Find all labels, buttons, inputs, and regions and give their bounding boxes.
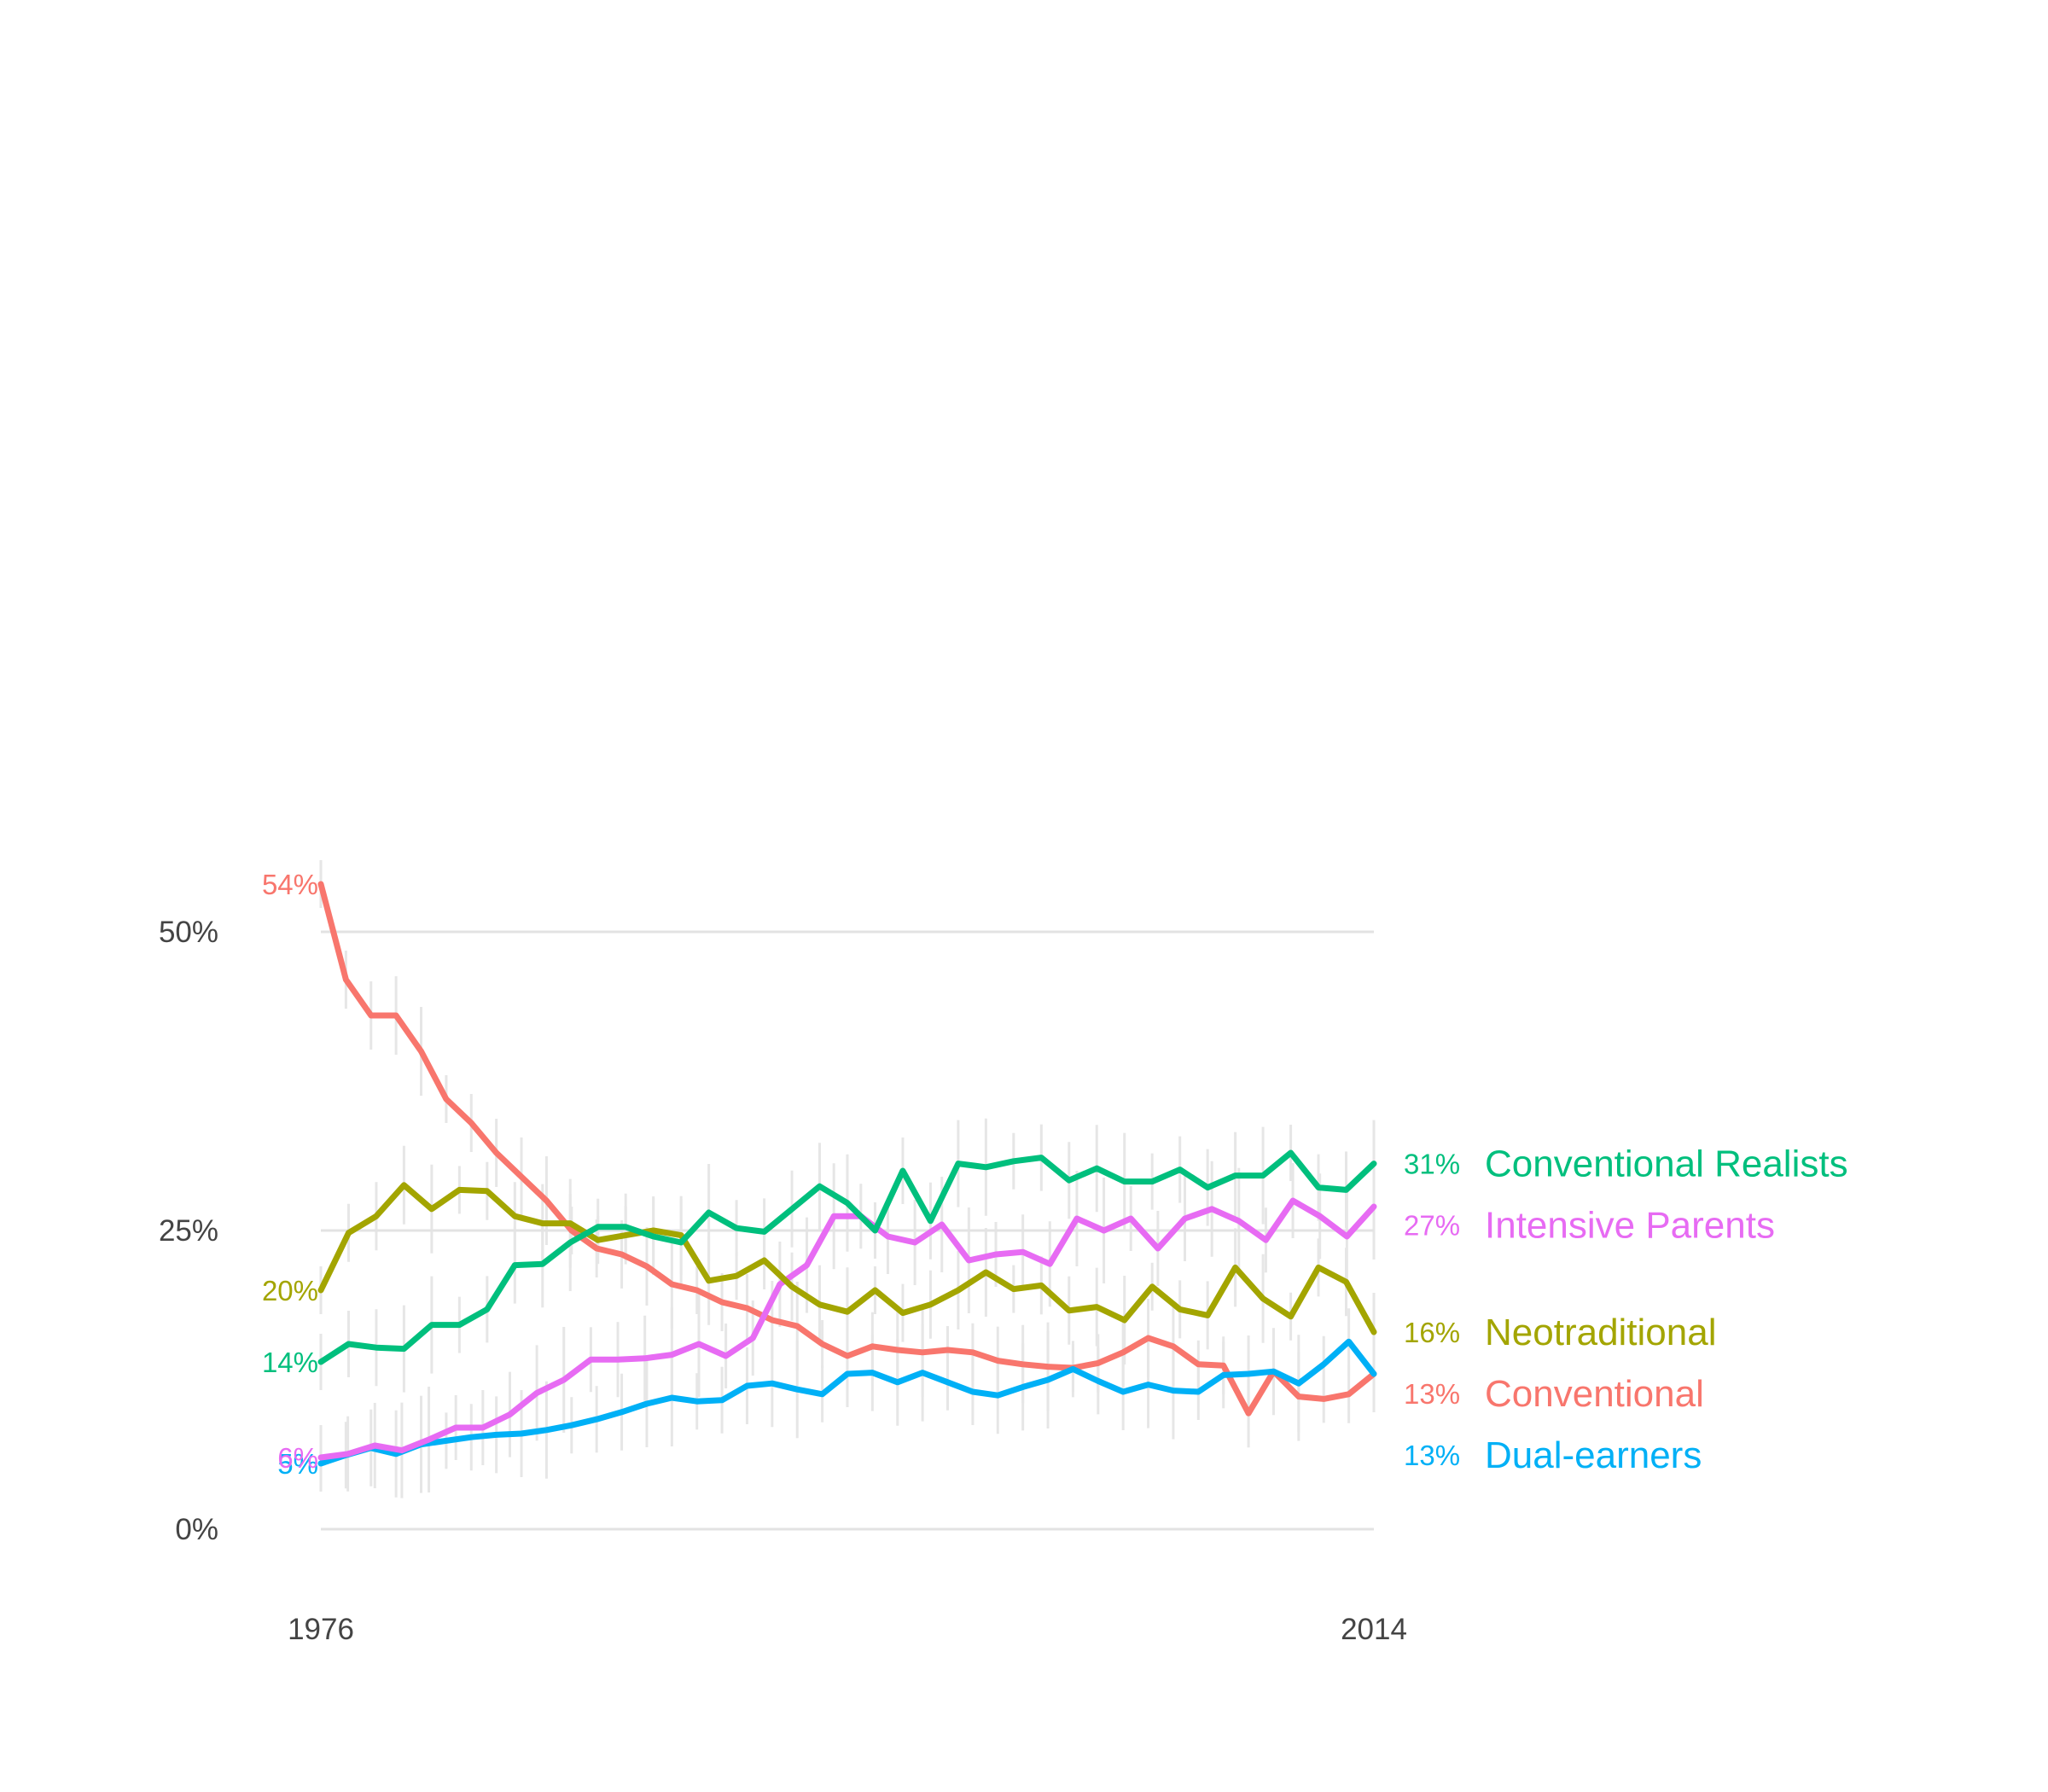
series-name-label: Conventional Realists: [1485, 1143, 1848, 1185]
start-value-label: 14%: [262, 1347, 318, 1378]
series-name-label: Intensive Parents: [1485, 1205, 1775, 1247]
end-value-label: 31%: [1404, 1149, 1460, 1180]
start-value-label: 6%: [277, 1442, 318, 1474]
series-line-conventional-realists: [317, 1149, 1377, 1365]
y-tick-label: 0%: [175, 1513, 218, 1546]
series-name-label: Neotraditional: [1485, 1312, 1717, 1353]
series-name-label: Dual-earners: [1485, 1434, 1702, 1476]
series-line-neotraditional: [317, 1182, 1377, 1335]
end-labels: 31% Conventional Realists 27% Intensive Par…: [1404, 1143, 1848, 1476]
y-tick-label: 50%: [159, 916, 218, 949]
x-axis-labels: 1976 2014: [288, 1613, 1407, 1646]
end-value-label: 16%: [1404, 1317, 1460, 1348]
end-value-label: 27%: [1404, 1210, 1460, 1242]
error-bars: [319, 860, 1376, 1498]
y-tick-label: 25%: [159, 1214, 218, 1248]
series-lines: [317, 881, 1377, 1467]
series-line-conventional: [317, 881, 1377, 1417]
series-line-dual-earners: [317, 1338, 1377, 1467]
series-name-label: Conventional: [1485, 1373, 1704, 1415]
start-value-label: 54%: [262, 869, 318, 900]
start-value-label: 20%: [262, 1275, 318, 1306]
series-line-intensive-parents: [317, 1197, 1377, 1461]
x-tick-label-end: 2014: [1341, 1613, 1407, 1646]
end-value-label: 13%: [1404, 1378, 1460, 1410]
y-axis-labels: 0% 25% 50%: [159, 916, 218, 1546]
start-value-label: 5%: [277, 1448, 318, 1480]
x-tick-label-start: 1976: [288, 1613, 354, 1646]
end-value-label: 13%: [1404, 1440, 1460, 1471]
start-value-labels: 54% 5%6% 20% 14%: [262, 869, 318, 1480]
gridlines: [321, 930, 1374, 1531]
